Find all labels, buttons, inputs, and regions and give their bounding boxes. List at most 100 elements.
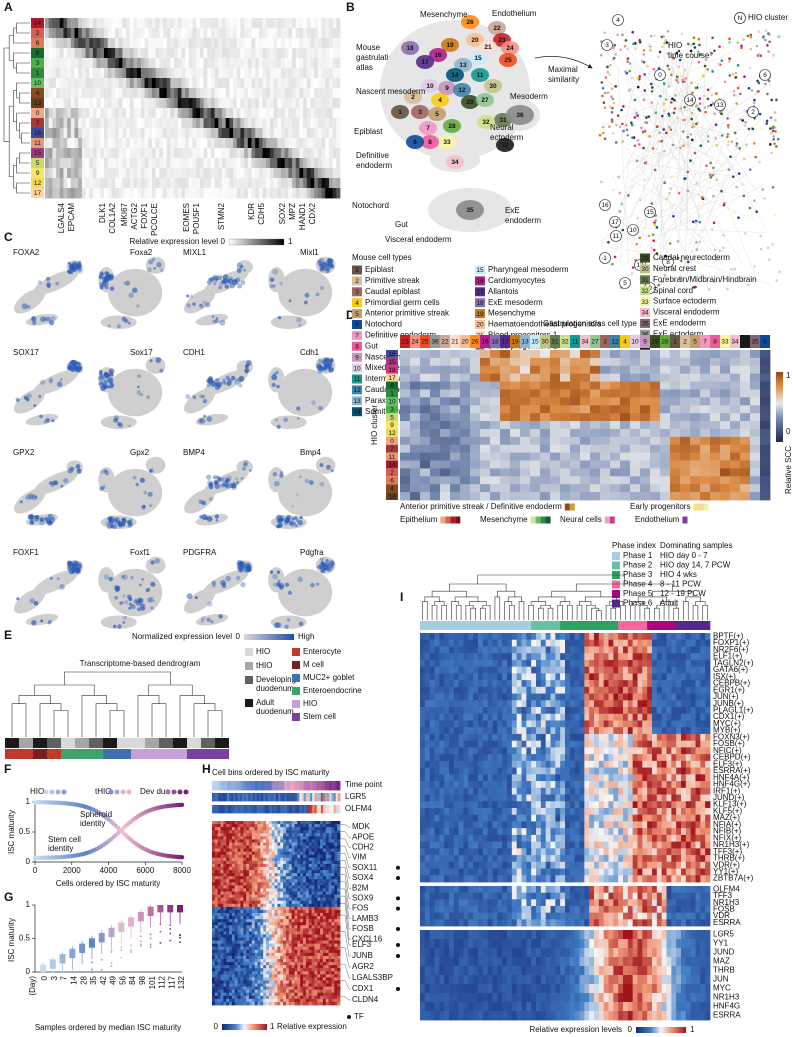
heat-cell (450, 476, 461, 485)
axis-label: HIO cluster (370, 405, 379, 445)
heat-cell (85, 28, 90, 39)
row-swatch (386, 357, 398, 366)
heat-cell (450, 413, 461, 422)
outlier (100, 971, 103, 973)
heat-cell (70, 148, 75, 159)
expression-spot (240, 582, 246, 588)
hio-cell (726, 135, 729, 139)
expression-spot (277, 571, 280, 575)
heat-cell (630, 476, 641, 485)
hio-cell (636, 77, 640, 80)
hio-cell (642, 146, 645, 150)
heat-cell (300, 842, 304, 846)
heat-cell (301, 793, 305, 802)
heat-cell (510, 452, 521, 461)
hio-cell (711, 173, 715, 177)
heat-cell (251, 68, 256, 79)
heat-cell (760, 413, 771, 422)
heat-cell (750, 476, 761, 485)
heat-cell (122, 68, 127, 79)
hio-cell (661, 280, 664, 284)
heat-cell (268, 827, 273, 831)
atlas-label: Nascent mesoderm (356, 87, 426, 96)
heat-cell (85, 98, 90, 109)
heat-cell (52, 38, 57, 49)
heat-cell (170, 98, 175, 109)
legend-id: 1 (355, 267, 359, 274)
row-swatch (386, 460, 398, 469)
heat-cell (305, 793, 309, 802)
heat-cell (670, 350, 681, 359)
heat-cell (590, 373, 601, 382)
heat-cell (151, 48, 157, 59)
heat-cell (244, 793, 247, 802)
heat-cell (284, 18, 289, 29)
heat-cell (305, 827, 310, 831)
heat-cell (255, 128, 260, 139)
heat-cell (251, 118, 256, 129)
sample-strip (215, 738, 229, 748)
umap-cluster (428, 107, 446, 121)
heat-cell (181, 18, 186, 29)
legend-name: Visceral endoderm (653, 308, 720, 317)
legend-swatch (640, 297, 650, 307)
heat-cell (196, 88, 201, 99)
heat-cell (299, 128, 304, 139)
curve-label: identity (80, 819, 105, 828)
panel-label: F (4, 762, 11, 776)
expression-spot (309, 480, 314, 485)
hio-cell (671, 97, 674, 101)
heat-cell (214, 833, 219, 837)
heat-cell (214, 845, 219, 849)
heat-cell (263, 845, 267, 849)
heat-cell (520, 397, 531, 406)
expression-spot (206, 617, 212, 622)
heat-cell (212, 833, 216, 837)
expression-spot (231, 484, 237, 491)
heat-cell (210, 178, 216, 189)
hio-cell (658, 131, 662, 135)
heat-cell (265, 781, 268, 791)
heat-cell (96, 158, 101, 169)
hio-cell (653, 34, 656, 37)
row-label: 17 (388, 375, 396, 382)
row-label: 11 (389, 454, 396, 461)
heat-cell (311, 842, 315, 846)
hio-cell (772, 135, 776, 138)
hio-cell (618, 210, 622, 213)
heat-cell (277, 178, 282, 189)
legend-label: HIO (303, 699, 317, 708)
similarity-edge (616, 43, 755, 189)
heat-cell (660, 405, 671, 414)
hio-cell (684, 77, 688, 80)
heat-cell (155, 138, 160, 149)
heat-cell (520, 350, 531, 359)
heat-cell (81, 188, 86, 199)
hio-cell (757, 81, 761, 85)
expression-spot (121, 316, 127, 322)
similarity-edge (628, 236, 641, 257)
heat-cell (510, 373, 521, 382)
hio-cluster-marker (662, 256, 674, 268)
heat-cell (92, 138, 98, 149)
heat-cell (450, 365, 461, 375)
heat-cell (159, 28, 164, 39)
heat-cell (430, 381, 441, 390)
heat-cell (214, 188, 219, 199)
heat-cell (56, 168, 61, 179)
hio-cell (734, 71, 738, 75)
hio-cell (713, 112, 716, 116)
legend-name: Spinal cord (653, 286, 693, 295)
expression-spot (326, 464, 330, 469)
heat-cell (59, 88, 64, 99)
heat-cell (303, 839, 307, 843)
heat-cell (291, 839, 295, 843)
hio-cell (705, 164, 708, 167)
heat-cell (140, 78, 145, 89)
hio-cell (638, 38, 641, 42)
heat-cell (269, 178, 275, 189)
expression-spot (72, 264, 75, 267)
expression-spot (134, 598, 140, 604)
heat-cell (222, 781, 226, 791)
hio-cell (612, 46, 615, 50)
